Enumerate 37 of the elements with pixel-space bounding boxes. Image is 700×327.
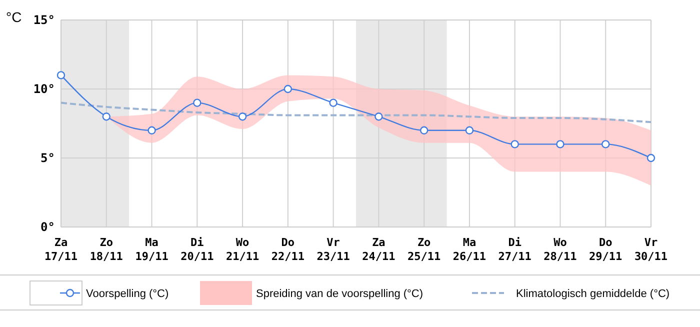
- x-tick-label: Ma 19/11: [135, 236, 169, 263]
- point: [148, 126, 156, 134]
- x-tick-label: Vr 30/11: [634, 236, 668, 263]
- x-tick-label: Ma 26/11: [452, 236, 486, 263]
- y-tick-label: 10°: [33, 82, 55, 96]
- point: [374, 112, 383, 121]
- y-tick-label: 5°: [40, 151, 55, 166]
- legend-label: Voorspelling (°C): [86, 288, 169, 300]
- line-series: [60, 102, 652, 124]
- x-tick-label: Zo 25/11: [408, 236, 442, 263]
- point: [284, 84, 292, 94]
- y-tick-label: 15°: [33, 13, 55, 28]
- point: [646, 154, 656, 162]
- x-tick-label: Do 22/11: [271, 236, 305, 263]
- point: [465, 126, 474, 134]
- x-tick-label: Di 20/11: [180, 236, 214, 263]
- y-tick-label: 0°: [40, 220, 55, 234]
- point: [329, 98, 338, 107]
- x-tick-label: Za 24/11: [362, 236, 396, 263]
- x-tick-label: Do 29/11: [589, 236, 623, 263]
- y-axis-title: °C: [6, 9, 22, 25]
- x-tick-label: Di 27/11: [498, 236, 532, 263]
- point: [602, 140, 610, 148]
- point: [193, 98, 202, 107]
- legend-label: Klimatologisch gemiddelde (°C): [516, 288, 670, 300]
- point: [556, 140, 564, 148]
- legend-label: Spreiding van de voorspelling (°C): [256, 288, 424, 300]
- x-tick-label: Wo 21/11: [226, 236, 260, 263]
- point: [102, 112, 110, 121]
- point: [510, 140, 519, 148]
- point: [56, 71, 66, 80]
- x-tick-label: Vr 23/11: [316, 236, 350, 263]
- x-tick-label: Wo 28/11: [544, 236, 578, 263]
- x-tick-label: Zo 18/11: [90, 236, 124, 263]
- point: [238, 112, 247, 121]
- point: [420, 126, 428, 134]
- x-tick-label: Za 17/11: [44, 236, 78, 263]
